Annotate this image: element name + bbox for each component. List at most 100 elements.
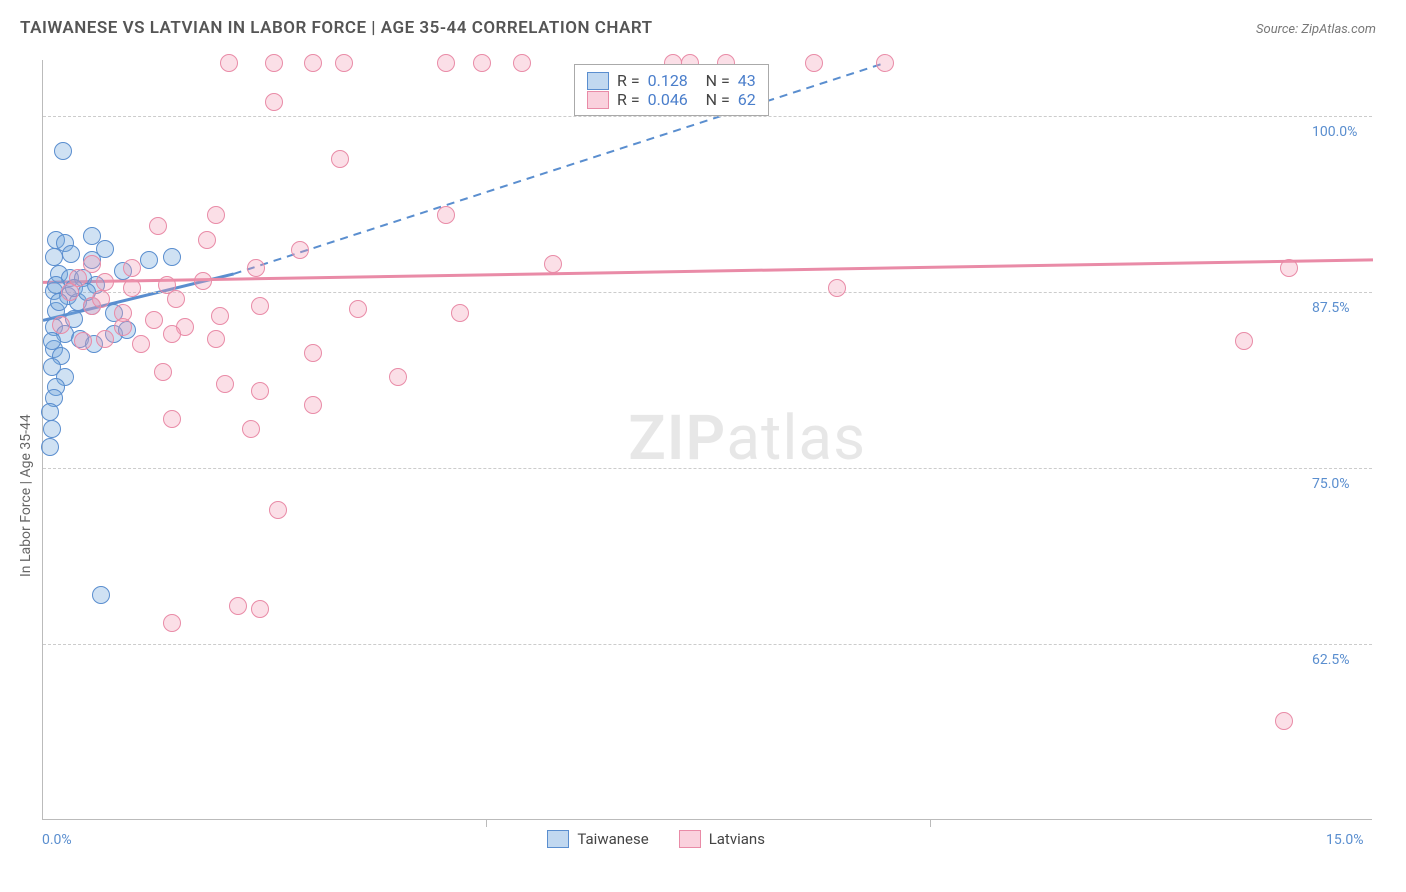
data-point <box>163 325 181 343</box>
data-point <box>242 420 260 438</box>
data-point <box>167 290 185 308</box>
data-point <box>145 311 163 329</box>
legend-n-value: 43 <box>738 71 756 90</box>
data-point <box>123 259 141 277</box>
data-point <box>132 335 150 353</box>
data-point <box>269 501 287 519</box>
watermark: ZIPatlas <box>628 402 866 475</box>
data-point <box>229 597 247 615</box>
data-point <box>96 273 114 291</box>
data-point <box>331 150 349 168</box>
data-point <box>52 316 70 334</box>
legend-r-label: R = <box>617 90 640 109</box>
data-point <box>92 586 110 604</box>
data-point <box>265 54 283 72</box>
data-point <box>349 300 367 318</box>
data-point <box>513 54 531 72</box>
data-point <box>451 304 469 322</box>
trend-line <box>43 260 1373 283</box>
legend-row: R = 0.128 N = 43 <box>587 71 756 90</box>
x-tick-max: 15.0% <box>1326 832 1364 848</box>
data-point <box>1280 259 1298 277</box>
source-label: Source: ZipAtlas.com <box>1256 22 1376 37</box>
legend-label: Taiwanese <box>577 830 648 848</box>
legend-n-label: N = <box>706 90 730 109</box>
correlation-legend: R = 0.128 N = 43 R = 0.046 N = 62 <box>574 64 769 116</box>
data-point <box>163 410 181 428</box>
data-point <box>198 231 216 249</box>
data-point <box>544 255 562 273</box>
legend-item: Latvians <box>679 830 765 848</box>
data-point <box>1235 332 1253 350</box>
data-point <box>62 245 80 263</box>
data-point <box>247 259 265 277</box>
legend-r-value: 0.128 <box>648 71 698 90</box>
data-point <box>291 241 309 259</box>
legend-label: Latvians <box>709 830 765 848</box>
data-point <box>805 54 823 72</box>
x-tick-min: 0.0% <box>42 832 72 848</box>
data-point <box>265 93 283 111</box>
data-point <box>96 330 114 348</box>
data-point <box>61 283 79 301</box>
series-legend: Taiwanese Latvians <box>547 830 765 848</box>
legend-swatch <box>547 830 569 848</box>
correlation-chart: ZIPatlas <box>42 60 1372 820</box>
data-point <box>389 368 407 386</box>
data-point <box>163 614 181 632</box>
data-point <box>216 375 234 393</box>
data-point <box>41 403 59 421</box>
x-minor-tick <box>486 819 487 827</box>
legend-swatch <box>587 72 609 90</box>
gridline <box>43 468 1372 469</box>
y-tick-label: 100.0% <box>1312 124 1357 140</box>
trend-line <box>234 63 886 274</box>
data-point <box>251 297 269 315</box>
data-point <box>251 600 269 618</box>
data-point <box>251 382 269 400</box>
data-point <box>437 54 455 72</box>
legend-n-value: 62 <box>738 90 756 109</box>
data-point <box>437 206 455 224</box>
y-tick-label: 62.5% <box>1312 652 1350 668</box>
data-point <box>43 332 61 350</box>
data-point <box>207 206 225 224</box>
data-point <box>211 307 229 325</box>
x-minor-tick <box>930 819 931 827</box>
data-point <box>876 54 894 72</box>
legend-swatch <box>587 91 609 109</box>
legend-row: R = 0.046 N = 62 <box>587 90 756 109</box>
data-point <box>304 54 322 72</box>
data-point <box>163 248 181 266</box>
data-point <box>194 272 212 290</box>
data-point <box>83 255 101 273</box>
data-point <box>74 332 92 350</box>
data-point <box>92 290 110 308</box>
data-point <box>304 344 322 362</box>
data-point <box>304 396 322 414</box>
data-point <box>473 54 491 72</box>
gridline <box>43 292 1372 293</box>
data-point <box>114 318 132 336</box>
data-point <box>54 142 72 160</box>
y-axis-label: In Labor Force | Age 35-44 <box>18 414 34 577</box>
data-point <box>154 363 172 381</box>
data-point <box>1275 712 1293 730</box>
data-point <box>45 248 63 266</box>
data-point <box>149 217 167 235</box>
legend-r-value: 0.046 <box>648 90 698 109</box>
gridline <box>43 116 1372 117</box>
y-tick-label: 75.0% <box>1312 476 1350 492</box>
data-point <box>43 420 61 438</box>
legend-r-label: R = <box>617 71 640 90</box>
data-point <box>140 251 158 269</box>
legend-item: Taiwanese <box>547 830 648 848</box>
gridline <box>43 644 1372 645</box>
legend-n-label: N = <box>706 71 730 90</box>
data-point <box>207 330 225 348</box>
legend-swatch <box>679 830 701 848</box>
y-tick-label: 87.5% <box>1312 300 1350 316</box>
data-point <box>335 54 353 72</box>
data-point <box>828 279 846 297</box>
data-point <box>123 279 141 297</box>
